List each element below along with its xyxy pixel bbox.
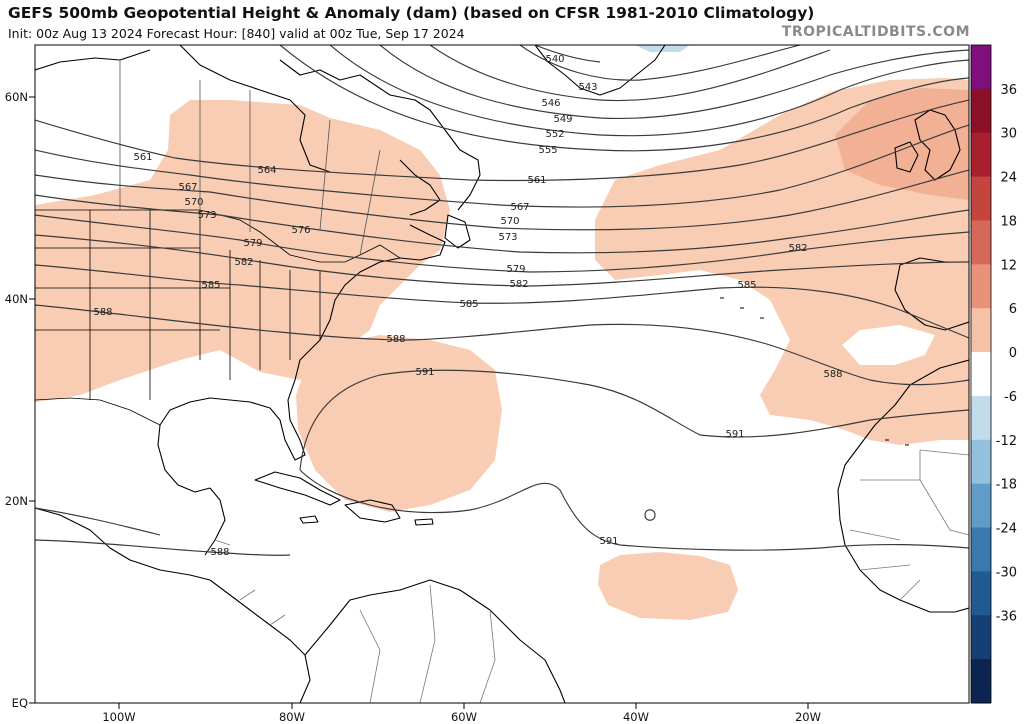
contour-label: 585	[737, 280, 756, 291]
contour-label: 540	[545, 54, 564, 65]
lat-label-40n: 40N	[5, 292, 28, 306]
contour-label: 570	[184, 197, 203, 208]
contour-label: 579	[243, 238, 262, 249]
contour-label: 567	[178, 182, 197, 193]
colorbar-swatch	[971, 571, 991, 616]
colorbar-label: 18	[1000, 214, 1017, 229]
coastlines	[35, 45, 969, 703]
contour-label: 588	[823, 369, 842, 380]
contour-label: 582	[509, 279, 528, 290]
colorbar-swatch	[971, 132, 991, 178]
anomaly-north-america	[35, 100, 450, 402]
colorbar-swatch	[971, 395, 991, 441]
colorbar-swatch	[971, 615, 991, 660]
map-frame	[34, 44, 970, 704]
chart-subtitle: Init: 00z Aug 13 2024 Forecast Hour: [84…	[8, 26, 465, 41]
contour-label: 579	[506, 264, 525, 275]
height-contours	[35, 45, 969, 556]
anomaly-gap-azores	[842, 325, 935, 365]
contour-label: 549	[553, 114, 572, 125]
contour-label: 561	[527, 175, 546, 186]
lon-label-40w: 40W	[623, 710, 649, 724]
contour-label: 543	[578, 82, 597, 93]
colorbar-swatch	[971, 527, 991, 572]
brand-watermark: TROPICALTIDBITS.COM	[781, 24, 970, 40]
anomaly-shading	[35, 45, 969, 620]
colorbar-swatch	[971, 45, 991, 90]
colorbar-swatch	[971, 308, 991, 353]
contour-label: 591	[599, 536, 618, 547]
contour-label: 564	[257, 165, 276, 176]
colorbar-swatch	[971, 439, 991, 485]
colorbar-swatch	[971, 483, 991, 529]
colorbar-swatch	[971, 88, 991, 134]
anomaly-west-atlantic	[296, 335, 502, 512]
latitude-axis: 60N 40N 20N EQ	[5, 90, 35, 710]
colorbar-swatch	[971, 352, 991, 397]
colorbar-label: 30	[1000, 127, 1017, 142]
colorbar-label: -18	[996, 478, 1017, 493]
lat-label-60n: 60N	[5, 90, 28, 104]
lon-label-60w: 60W	[451, 710, 477, 724]
colorbar-label: -36	[996, 609, 1017, 624]
contour-label: 573	[197, 210, 216, 221]
lat-label-20n: 20N	[5, 494, 28, 508]
colorbar-label: 36	[1000, 83, 1017, 98]
contour-label: 567	[510, 202, 529, 213]
contour-label: 588	[210, 547, 229, 558]
colorbar-swatch	[971, 659, 991, 704]
lon-label-100w: 100W	[102, 710, 135, 724]
colorbar-labels: 36 30 24 18 12 6 0 -6 -12 -18 -24 -30 -36	[996, 83, 1017, 624]
contour-label: 552	[545, 129, 564, 140]
colorbar-label: 24	[1000, 171, 1017, 186]
contour-label: 555	[538, 145, 557, 156]
colorbar-frame	[970, 44, 992, 704]
colorbar-swatch	[971, 220, 991, 265]
contour-label: 582	[234, 257, 253, 268]
chart-title: GEFS 500mb Geopotential Height & Anomaly…	[8, 4, 815, 22]
colorbar-swatch	[971, 176, 991, 221]
contour-label: 561	[133, 152, 152, 163]
colorbar-swatch	[971, 264, 991, 309]
lon-label-80w: 80W	[279, 710, 305, 724]
anomaly-core-uk	[835, 88, 969, 200]
contour-label: 588	[93, 307, 112, 318]
anomaly-tropical-atlantic	[598, 552, 738, 620]
lat-label-eq: EQ	[12, 696, 28, 710]
contour-label: 591	[415, 367, 434, 378]
colorbar	[970, 44, 992, 704]
colorbar-label: -12	[996, 434, 1017, 449]
colorbar-label: -6	[1004, 390, 1017, 405]
colorbar-label: 0	[1009, 346, 1017, 361]
anomaly-nw-africa	[870, 360, 969, 445]
contour-label: 582	[788, 243, 807, 254]
colorbar-label: 6	[1009, 302, 1017, 317]
longitude-axis: 100W 80W 60W 40W 20W	[102, 703, 821, 724]
contour-label: 585	[459, 299, 478, 310]
political-borders	[35, 60, 969, 703]
contour-label: 588	[386, 334, 405, 345]
colorbar-label: -24	[996, 522, 1017, 537]
contour-label: 570	[500, 216, 519, 227]
contour-label: 576	[291, 225, 310, 236]
contour-label: 591	[725, 429, 744, 440]
contour-label: 573	[498, 232, 517, 243]
lon-label-20w: 20W	[795, 710, 821, 724]
contour-label: 585	[201, 280, 220, 291]
contour-labels: 540 543 546 549 552 555 561 561 564 567 567 570 570 5…	[93, 54, 842, 558]
colorbar-label: 12	[1000, 258, 1017, 273]
contour-label: 546	[541, 98, 560, 109]
colorbar-label: -30	[996, 565, 1017, 580]
